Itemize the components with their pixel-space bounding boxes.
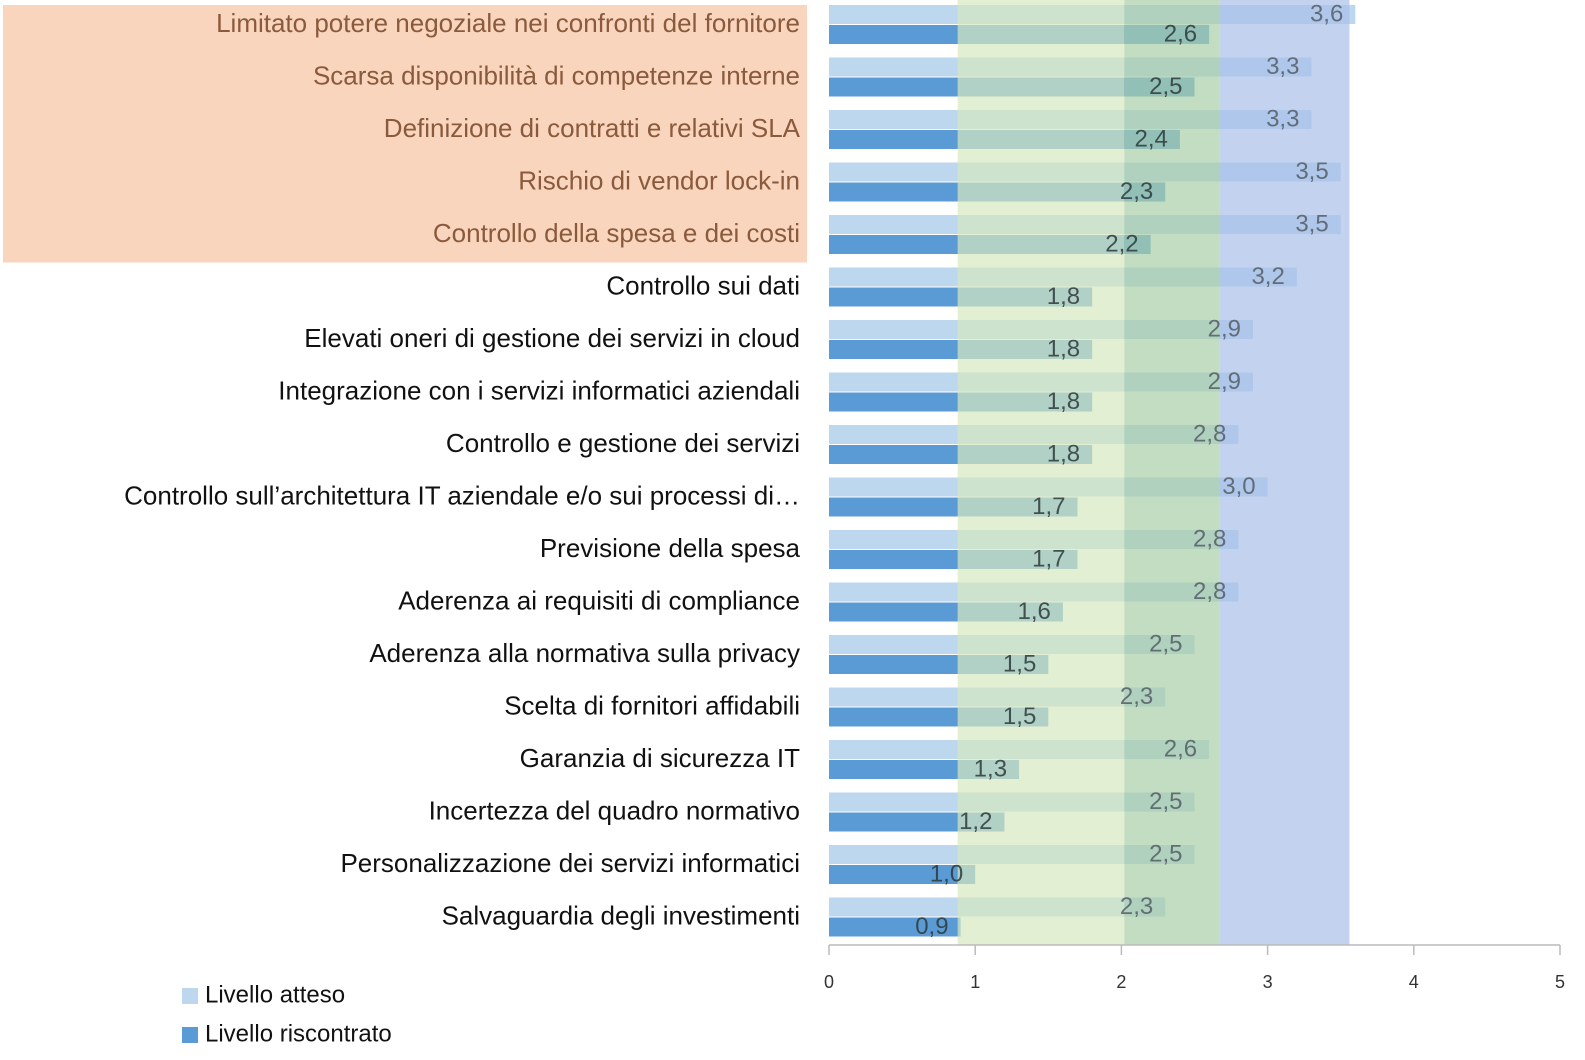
value-label: 2,6 xyxy=(1164,735,1197,762)
legend-swatch xyxy=(182,1027,198,1043)
value-label: 2,5 xyxy=(1149,840,1182,867)
legend-label: Livello riscontrato xyxy=(205,1020,392,1047)
band xyxy=(1124,0,1220,945)
value-label: 2,8 xyxy=(1193,420,1226,447)
band xyxy=(1219,0,1350,945)
value-label: 1,5 xyxy=(1003,650,1036,677)
value-label: 2,6 xyxy=(1164,20,1197,47)
value-label: 3,3 xyxy=(1266,105,1299,132)
value-label: 1,0 xyxy=(930,860,963,887)
value-label: 3,3 xyxy=(1266,53,1299,80)
value-label: 1,6 xyxy=(1018,598,1051,625)
value-label: 2,8 xyxy=(1193,525,1226,552)
highlight-box xyxy=(3,5,807,263)
category-label: Aderenza alla normativa sulla privacy xyxy=(369,638,800,668)
value-label: 3,5 xyxy=(1295,158,1328,185)
category-label: Elevati oneri di gestione dei servizi in… xyxy=(304,323,800,353)
x-tick-label: 1 xyxy=(970,972,980,992)
category-label: Scelta di fornitori affidabili xyxy=(504,690,800,720)
value-label: 3,2 xyxy=(1251,263,1284,290)
value-label: 2,3 xyxy=(1120,683,1153,710)
category-label: Salvaguardia degli investimenti xyxy=(442,900,800,930)
bar xyxy=(829,865,976,884)
value-label: 2,3 xyxy=(1120,178,1153,205)
value-label: 2,8 xyxy=(1193,578,1226,605)
x-tick-label: 4 xyxy=(1409,972,1419,992)
value-label: 1,8 xyxy=(1047,440,1080,467)
category-label: Limitato potere negoziale nei confronti … xyxy=(216,8,800,38)
category-label: Integrazione con i servizi informatici a… xyxy=(278,375,800,405)
bar xyxy=(829,917,961,937)
value-label: 3,5 xyxy=(1295,210,1328,237)
category-label: Garanzia di sicurezza IT xyxy=(520,743,800,773)
value-label: 2,5 xyxy=(1149,73,1182,100)
category-label: Definizione di contratti e relativi SLA xyxy=(384,113,801,143)
x-tick-label: 5 xyxy=(1555,972,1565,992)
category-label: Previsione della spesa xyxy=(540,533,801,563)
legend-label: Livello atteso xyxy=(205,981,345,1008)
category-label: Controllo e gestione dei servizi xyxy=(446,428,800,458)
value-label: 1,8 xyxy=(1047,283,1080,310)
band xyxy=(957,0,1125,945)
category-label: Rischio di vendor lock-in xyxy=(518,165,800,195)
category-label: Controllo sull’architettura IT aziendale… xyxy=(124,480,800,510)
x-tick-label: 2 xyxy=(1116,972,1126,992)
value-label: 2,2 xyxy=(1105,230,1138,257)
value-label: 2,5 xyxy=(1149,788,1182,815)
category-label: Controllo sui dati xyxy=(606,270,800,300)
x-tick-label: 0 xyxy=(824,972,834,992)
value-label: 3,6 xyxy=(1310,0,1343,27)
value-label: 1,2 xyxy=(959,808,992,835)
value-label: 2,3 xyxy=(1120,893,1153,920)
value-label: 2,9 xyxy=(1208,315,1241,342)
value-label: 1,3 xyxy=(974,755,1007,782)
value-label: 0,9 xyxy=(915,913,948,940)
value-label: 1,8 xyxy=(1047,335,1080,362)
value-label: 2,9 xyxy=(1208,368,1241,395)
value-label: 1,7 xyxy=(1032,493,1065,520)
category-label: Aderenza ai requisiti di compliance xyxy=(398,585,800,615)
category-label: Scarsa disponibilità di competenze inter… xyxy=(313,60,800,90)
value-label: 2,5 xyxy=(1149,630,1182,657)
value-label: 2,4 xyxy=(1135,125,1168,152)
legend-swatch xyxy=(182,988,198,1004)
value-label: 1,8 xyxy=(1047,388,1080,415)
category-label: Controllo della spesa e dei costi xyxy=(433,218,800,248)
category-label: Incertezza del quadro normativo xyxy=(429,795,800,825)
value-label: 3,0 xyxy=(1222,473,1255,500)
x-tick-label: 3 xyxy=(1263,972,1273,992)
value-label: 1,7 xyxy=(1032,545,1065,572)
value-label: 1,5 xyxy=(1003,703,1036,730)
category-label: Personalizzazione dei servizi informatic… xyxy=(340,848,800,878)
